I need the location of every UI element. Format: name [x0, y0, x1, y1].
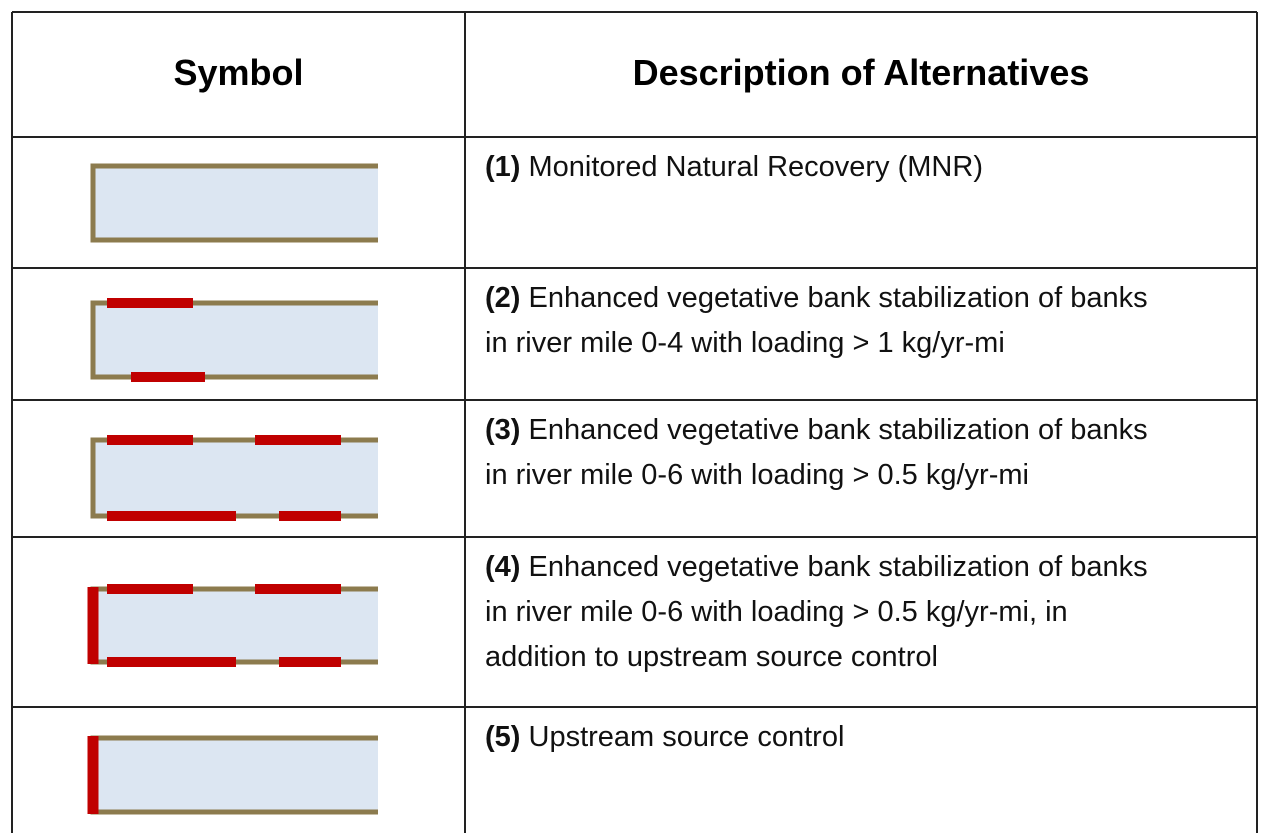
channel-fill: [93, 166, 378, 240]
row-text: in river mile 0-6 with loading > 0.5 kg/…: [485, 459, 1029, 491]
row-label: (5): [485, 721, 521, 753]
row-text: in river mile 0-6 with loading > 0.5 kg/…: [485, 596, 1068, 628]
text-line: in river mile 0-6 with loading > 0.5 kg/…: [485, 453, 1148, 498]
row-label: (3): [485, 414, 521, 446]
text-line: (1) Monitored Natural Recovery (MNR): [485, 145, 983, 190]
header-description: Description of Alternatives: [632, 52, 1090, 93]
bank-line: [90, 163, 378, 243]
text-line: (2) Enhanced vegetative bank stabilizati…: [485, 276, 1148, 321]
row-label: (2): [485, 282, 521, 314]
text-line: (5) Upstream source control: [485, 715, 844, 760]
row-description: (3) Enhanced vegetative bank stabilizati…: [485, 408, 1148, 498]
row-label: (1): [485, 151, 521, 183]
channel-fill: [93, 589, 378, 662]
row-description: (1) Monitored Natural Recovery (MNR): [485, 145, 983, 190]
row-text: Monitored Natural Recovery (MNR): [528, 151, 983, 183]
row-text: addition to upstream source control: [485, 641, 938, 673]
text-line: (4) Enhanced vegetative bank stabilizati…: [485, 545, 1148, 590]
text-line: in river mile 0-6 with loading > 0.5 kg/…: [485, 590, 1148, 635]
channel-fill: [93, 440, 378, 516]
row-text: Upstream source control: [528, 721, 845, 753]
channel-fill: [93, 303, 378, 377]
row-text: Enhanced vegetative bank stabilization o…: [528, 551, 1148, 583]
text-line: in river mile 0-4 with loading > 1 kg/yr…: [485, 321, 1148, 366]
row-text: Enhanced vegetative bank stabilization o…: [528, 414, 1148, 446]
header-symbol: Symbol: [173, 52, 304, 93]
bank-line: [90, 300, 378, 380]
row-label: (4): [485, 551, 521, 583]
text-line: (3) Enhanced vegetative bank stabilizati…: [485, 408, 1148, 453]
channel-fill: [93, 738, 378, 812]
row-text: in river mile 0-4 with loading > 1 kg/yr…: [485, 327, 1005, 359]
text-line: addition to upstream source control: [485, 635, 1148, 680]
row-text: Enhanced vegetative bank stabilization o…: [528, 282, 1148, 314]
row-description: (2) Enhanced vegetative bank stabilizati…: [485, 276, 1148, 366]
row-description: (4) Enhanced vegetative bank stabilizati…: [485, 545, 1148, 680]
row-description: (5) Upstream source control: [485, 715, 844, 760]
